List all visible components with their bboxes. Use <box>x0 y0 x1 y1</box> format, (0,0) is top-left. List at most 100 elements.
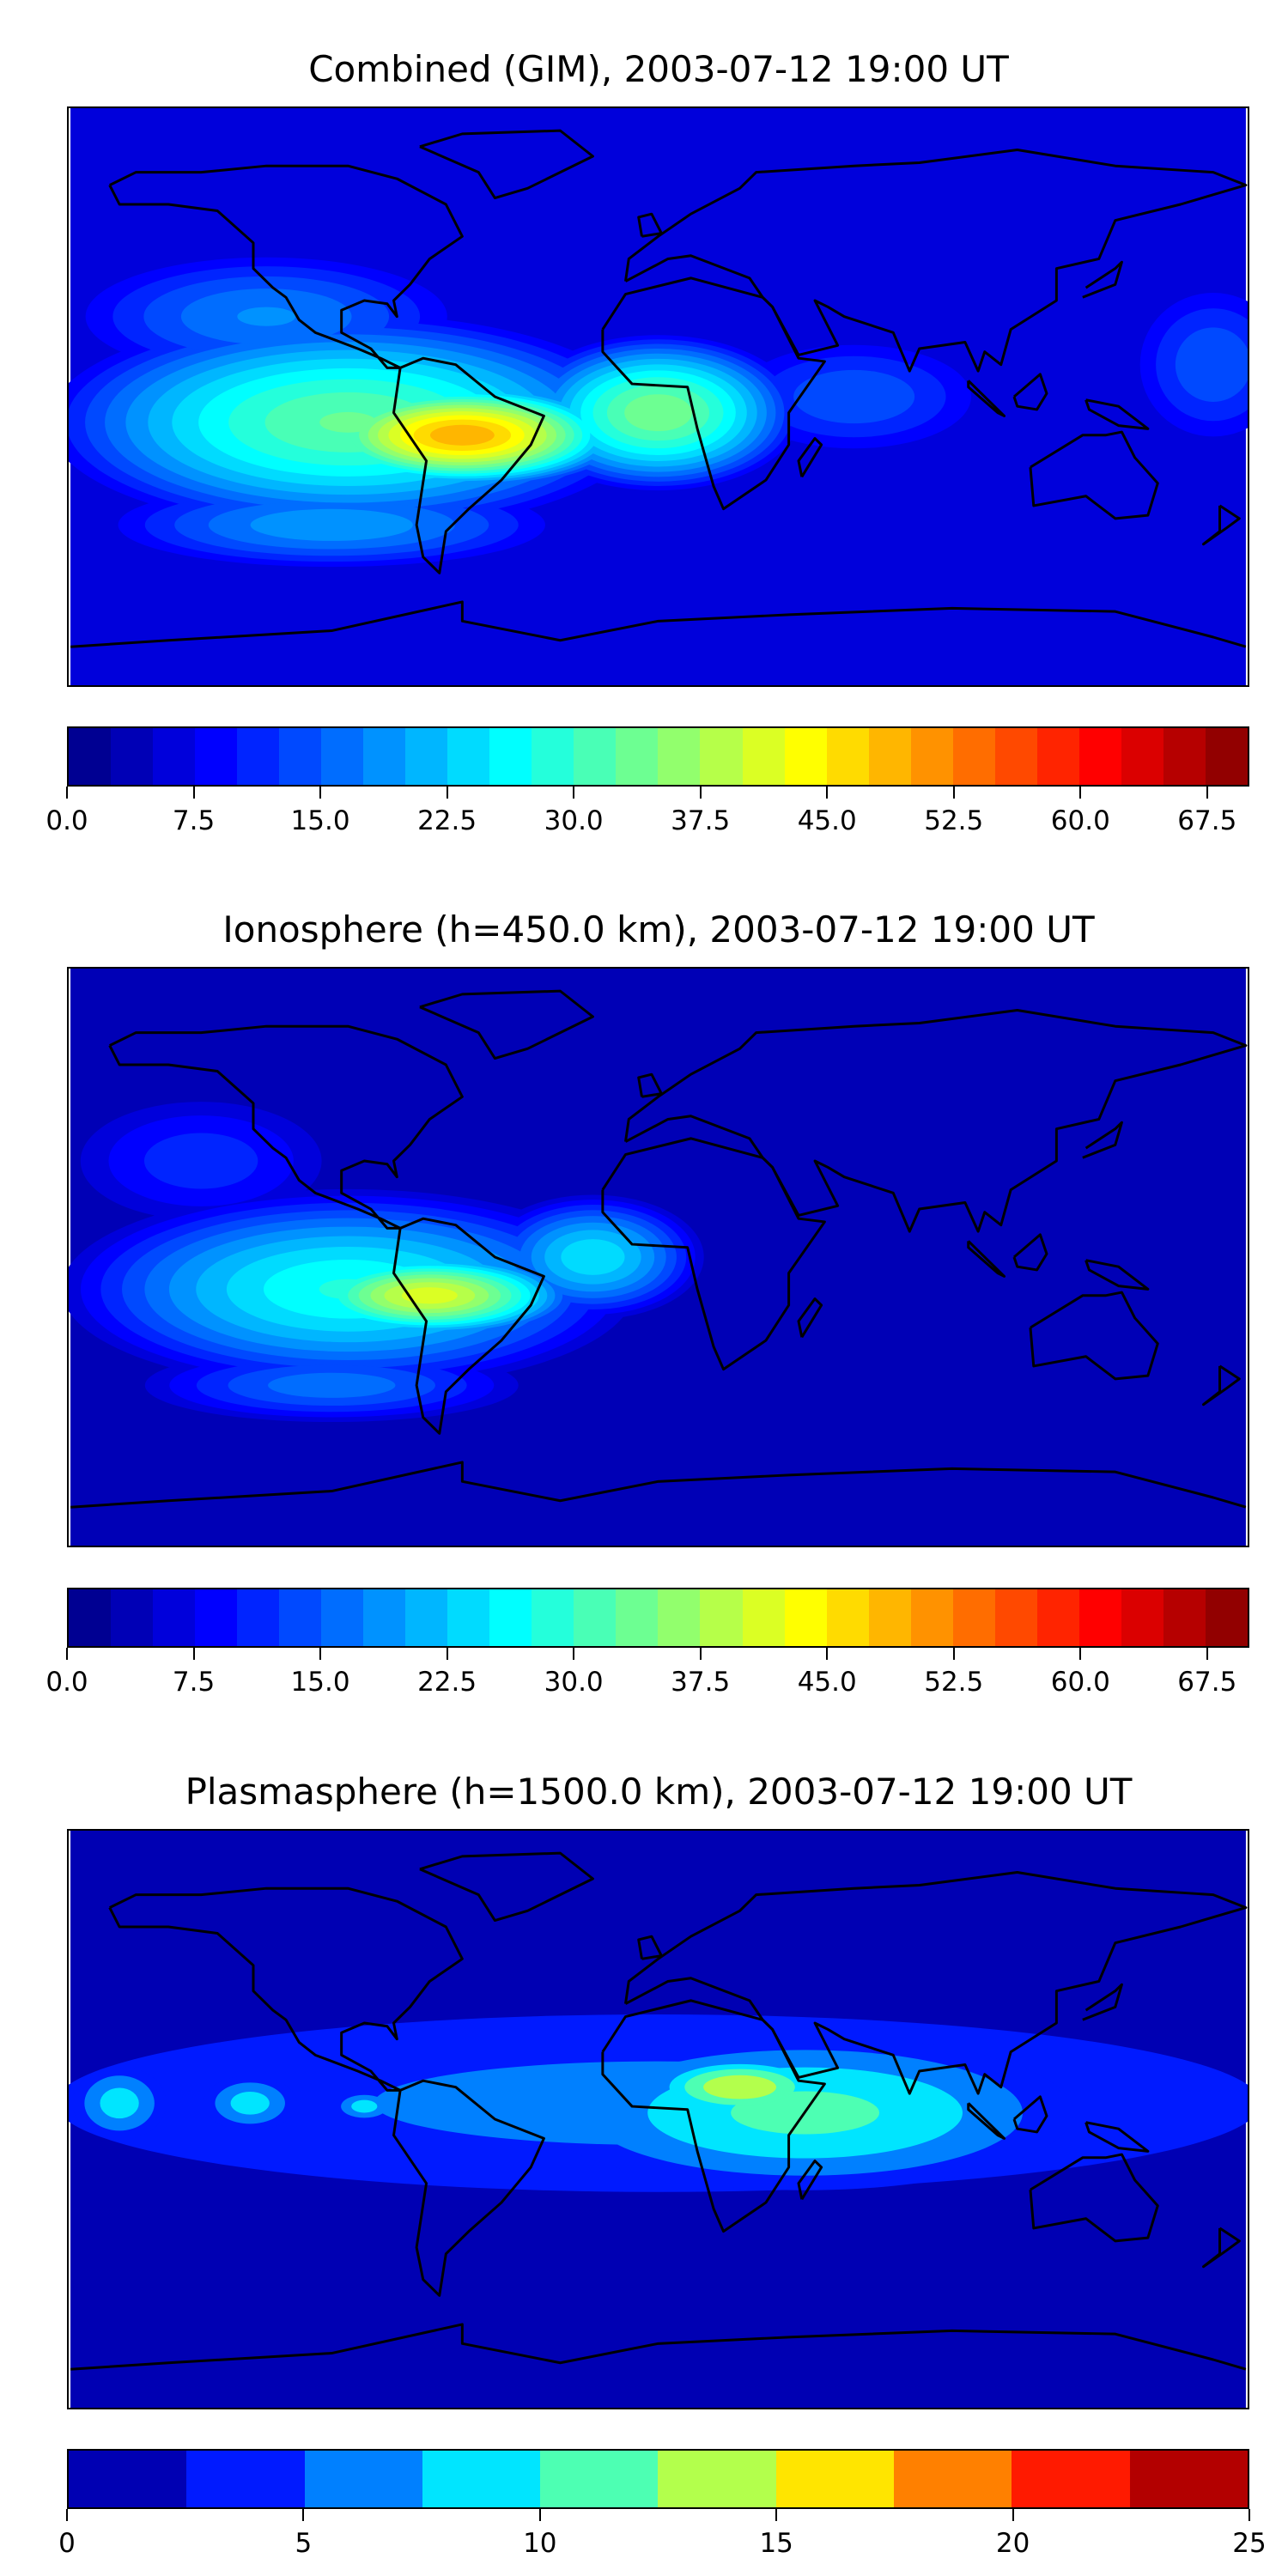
colorbar-segment <box>1205 728 1248 785</box>
coastline <box>419 129 594 200</box>
colorbar-tick <box>699 1648 702 1660</box>
map-plasmasphere-svg <box>69 1831 1248 2408</box>
colorbar-segment <box>775 2451 895 2507</box>
colorbar-tick-label: 30.0 <box>544 1667 604 1698</box>
colorbar-segment <box>186 2451 305 2507</box>
colorbar-segment <box>195 728 238 785</box>
colorbar-segment <box>1036 728 1079 785</box>
coastline <box>624 1009 1248 1233</box>
colorbar-segment <box>868 728 911 785</box>
colorbar-tick-label: 22.5 <box>417 1667 477 1698</box>
colorbar-tick <box>66 1648 68 1660</box>
coastline <box>70 2323 1247 2371</box>
colorbar-segment <box>422 2451 541 2507</box>
colorbar-tick-label: 0 <box>58 2528 76 2559</box>
colorbar-tick <box>1012 2509 1014 2521</box>
colorbar-tick-label: 30.0 <box>544 805 604 836</box>
colorbar-tick-label: 45.0 <box>797 805 857 836</box>
contour-band <box>793 369 915 424</box>
map-title-plasmasphere: Plasmasphere (h=1500.0 km), 2003-07-12 1… <box>185 1771 1133 1813</box>
contour-band <box>1175 327 1248 402</box>
colorbar-segment <box>658 1589 701 1646</box>
colorbar-tick <box>573 787 575 799</box>
contour-band <box>230 2092 270 2115</box>
map-ionosphere <box>67 967 1249 1547</box>
colorbar-ticks-combined: 0.0 7.5 15.0 22.5 30.0 37.5 45.0 52.5 60.0 67.5 <box>46 787 1249 847</box>
colorbar-segment <box>195 1589 238 1646</box>
colorbar-segment <box>153 1589 196 1646</box>
colorbar-tick-label: 37.5 <box>671 1667 731 1698</box>
coastline <box>1202 1364 1241 1406</box>
colorbar-plasmasphere <box>67 2449 1249 2509</box>
colorbar-tick-label: 60.0 <box>1050 805 1110 836</box>
colorbar-segment <box>1121 1589 1163 1646</box>
colorbar-segment <box>321 1589 364 1646</box>
coastline <box>1029 430 1159 520</box>
coastline <box>1012 373 1048 411</box>
colorbar-segment <box>1121 728 1163 785</box>
coastline <box>392 356 545 574</box>
colorbar-segment <box>69 2451 187 2507</box>
colorbar-tick <box>952 787 955 799</box>
colorbar-combined <box>67 726 1249 787</box>
colorbar-tick-label: 0.0 <box>46 1667 88 1698</box>
contour-band <box>703 2075 776 2099</box>
coastline <box>108 1024 464 1230</box>
colorbar-tick <box>775 2509 778 2521</box>
colorbar-tick <box>952 1648 955 1660</box>
colorbar-tick <box>66 2509 68 2521</box>
colorbar-segment <box>1078 1589 1121 1646</box>
coastline <box>967 1240 1006 1278</box>
colorbar-tick-label: 10 <box>523 2528 557 2559</box>
colorbar-tick <box>302 2509 305 2521</box>
coastline <box>392 1217 545 1435</box>
coastline <box>108 164 464 369</box>
colorbar-tick <box>826 787 829 799</box>
colorbar-tick <box>66 787 68 799</box>
coastline <box>1012 1233 1048 1272</box>
colorbar-segment <box>700 1589 743 1646</box>
colorbar-segment <box>532 1589 574 1646</box>
map-title-combined: Combined (GIM), 2003-07-12 19:00 UT <box>308 48 1009 90</box>
colorbar-segment <box>237 728 280 785</box>
colorbar-segment <box>868 1589 911 1646</box>
colorbar-segment <box>153 728 196 785</box>
colorbar-segment <box>1012 2451 1130 2507</box>
colorbar-segment <box>616 728 659 785</box>
colorbar-segment <box>321 728 364 785</box>
coastline <box>624 1871 1248 2095</box>
coastline <box>70 600 1247 648</box>
colorbar-tick-label: 20 <box>995 2528 1030 2559</box>
colorbar-tick <box>446 1648 448 1660</box>
colorbar-tick <box>1206 787 1208 799</box>
colorbar-segment <box>405 1589 448 1646</box>
colorbar-segment <box>363 1589 406 1646</box>
colorbar-segment <box>363 728 406 785</box>
contour-band <box>237 307 296 326</box>
colorbar-tick <box>1249 2509 1250 2521</box>
colorbar-segment <box>540 2451 659 2507</box>
colorbar-tick <box>1079 787 1082 799</box>
colorbar-ticks-plasmasphere: 0 5 10 15 20 25 <box>58 2509 1267 2569</box>
colorbar-segment <box>952 728 995 785</box>
coastline <box>1012 2095 1048 2134</box>
colorbar-segment <box>279 1589 322 1646</box>
coastline <box>1084 2121 1150 2153</box>
coastline <box>1084 398 1150 430</box>
map-combined <box>67 106 1249 687</box>
colorbar-segment <box>826 1589 869 1646</box>
colorbar-segment <box>489 1589 532 1646</box>
colorbar-tick <box>538 2509 541 2521</box>
colorbar-segment <box>784 1589 827 1646</box>
colorbar-segment <box>1205 1589 1248 1646</box>
coastline <box>637 1935 663 1960</box>
colorbar-tick-label: 0.0 <box>46 805 88 836</box>
colorbar-segment <box>700 728 743 785</box>
coastline <box>967 2102 1006 2140</box>
map-title-ionosphere: Ionosphere (h=450.0 km), 2003-07-12 19:0… <box>222 908 1095 951</box>
contour-band <box>401 1287 458 1304</box>
colorbar-segment <box>447 728 490 785</box>
colorbar-tick-label: 52.5 <box>924 805 984 836</box>
coastline <box>1082 1983 1123 2021</box>
coastline <box>1029 2153 1159 2243</box>
